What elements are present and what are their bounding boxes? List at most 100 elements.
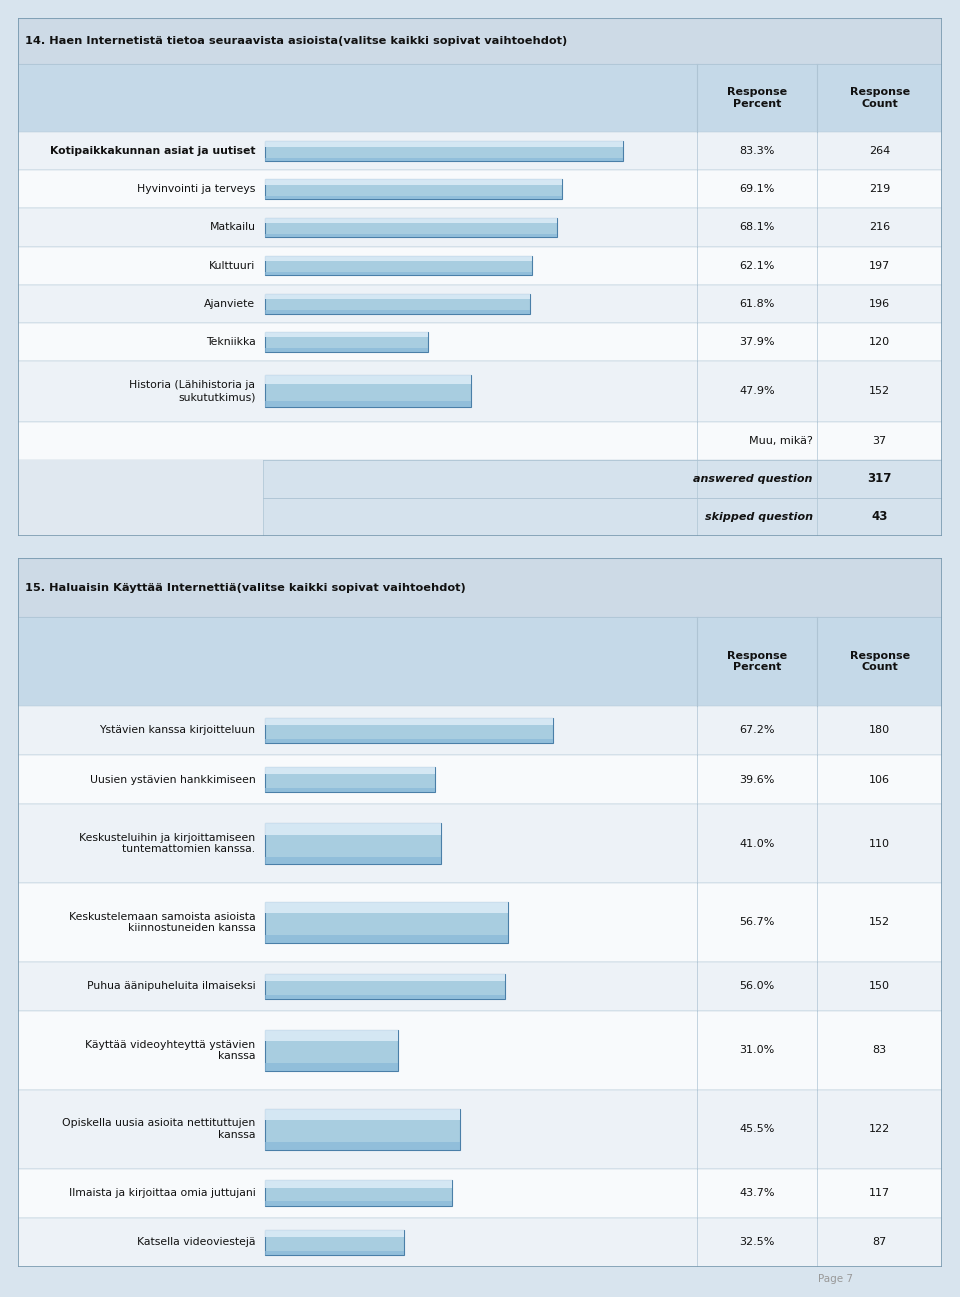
Bar: [18, 1169, 942, 1218]
Text: 317: 317: [868, 472, 892, 485]
Text: 180: 180: [869, 725, 890, 735]
Bar: [265, 935, 509, 943]
Bar: [265, 179, 562, 200]
Bar: [265, 401, 470, 407]
Bar: [265, 293, 530, 314]
Bar: [265, 256, 532, 261]
Text: 110: 110: [869, 839, 890, 848]
Text: 197: 197: [869, 261, 890, 271]
Text: Response
Count: Response Count: [850, 651, 910, 672]
Bar: [265, 196, 562, 200]
Bar: [265, 824, 441, 864]
Bar: [18, 1010, 942, 1089]
Bar: [265, 717, 553, 725]
Bar: [265, 293, 530, 300]
Text: 62.1%: 62.1%: [739, 261, 775, 271]
Bar: [265, 1180, 452, 1188]
Text: skipped question: skipped question: [705, 512, 813, 521]
Text: Response
Percent: Response Percent: [727, 87, 787, 109]
Bar: [18, 755, 942, 804]
Text: Ilmaista ja kirjoittaa omia juttujani: Ilmaista ja kirjoittaa omia juttujani: [69, 1188, 255, 1198]
Text: 196: 196: [869, 298, 890, 309]
Text: Historia (Lähihistoria ja
sukututkimus): Historia (Lähihistoria ja sukututkimus): [130, 380, 255, 402]
Text: 83.3%: 83.3%: [739, 147, 775, 157]
Bar: [265, 1030, 397, 1041]
Bar: [265, 995, 505, 999]
Bar: [18, 284, 942, 323]
Bar: [18, 804, 942, 883]
Text: Response
Count: Response Count: [850, 87, 910, 109]
Text: Ystävien kanssa kirjoitteluun: Ystävien kanssa kirjoitteluun: [100, 725, 255, 735]
Text: 264: 264: [869, 147, 890, 157]
Bar: [265, 310, 530, 314]
Text: 152: 152: [869, 387, 890, 397]
Bar: [265, 901, 509, 943]
Bar: [265, 1030, 397, 1071]
Text: Matkailu: Matkailu: [209, 223, 255, 232]
Text: 32.5%: 32.5%: [739, 1237, 775, 1248]
Text: 41.0%: 41.0%: [739, 839, 775, 848]
Bar: [18, 132, 942, 170]
Text: Uusien ystävien hankkimiseen: Uusien ystävien hankkimiseen: [89, 774, 255, 785]
Bar: [265, 1109, 460, 1149]
Text: Opiskella uusia asioita nettituttujen
kanssa: Opiskella uusia asioita nettituttujen ka…: [62, 1118, 255, 1140]
Text: 120: 120: [869, 337, 890, 346]
Bar: [265, 1064, 397, 1071]
Bar: [265, 348, 427, 351]
Bar: [18, 1089, 942, 1169]
Bar: [265, 256, 532, 275]
Bar: [265, 141, 623, 161]
Bar: [265, 1143, 460, 1149]
Bar: [265, 974, 505, 999]
Text: 47.9%: 47.9%: [739, 387, 775, 397]
Bar: [265, 1250, 404, 1255]
Text: 83: 83: [873, 1045, 887, 1056]
Text: 117: 117: [869, 1188, 890, 1198]
Bar: [18, 64, 942, 132]
Text: 15. Haluaisin Käyttää Internettiä(valitse kaikki sopivat vaihtoehdot): 15. Haluaisin Käyttää Internettiä(valits…: [25, 582, 467, 593]
Text: 68.1%: 68.1%: [739, 223, 775, 232]
Text: 61.8%: 61.8%: [739, 298, 775, 309]
Text: 122: 122: [869, 1124, 890, 1134]
Bar: [265, 901, 509, 913]
Text: Page 7: Page 7: [818, 1274, 852, 1284]
Bar: [265, 974, 505, 981]
Bar: [265, 717, 553, 743]
Bar: [265, 218, 558, 237]
Text: 106: 106: [869, 774, 890, 785]
Bar: [265, 141, 623, 147]
Bar: [265, 767, 435, 774]
Bar: [18, 323, 942, 361]
Bar: [18, 460, 942, 498]
Text: Response
Percent: Response Percent: [727, 651, 787, 672]
Bar: [18, 498, 263, 536]
Text: 14. Haen Internetistä tietoa seuraavista asioista(valitse kaikki sopivat vaihtoe: 14. Haen Internetistä tietoa seuraavista…: [25, 36, 567, 45]
Text: 43: 43: [872, 511, 888, 524]
Text: 39.6%: 39.6%: [739, 774, 775, 785]
Text: 219: 219: [869, 184, 890, 195]
Text: Tekniikka: Tekniikka: [205, 337, 255, 346]
Text: 67.2%: 67.2%: [739, 725, 775, 735]
Text: Keskustelemaan samoista asioista
kiinnostuneiden kanssa: Keskustelemaan samoista asioista kiinnos…: [69, 912, 255, 933]
Text: Katsella videoviestejä: Katsella videoviestejä: [137, 1237, 255, 1248]
Text: Kulttuuri: Kulttuuri: [209, 261, 255, 271]
Text: 150: 150: [869, 982, 890, 991]
Bar: [18, 498, 942, 536]
Bar: [265, 1180, 452, 1206]
Bar: [265, 1230, 404, 1237]
Text: Käyttää videoyhteyttä ystävien
kanssa: Käyttää videoyhteyttä ystävien kanssa: [85, 1040, 255, 1061]
Bar: [18, 209, 942, 246]
Text: 31.0%: 31.0%: [739, 1045, 775, 1056]
Text: 43.7%: 43.7%: [739, 1188, 775, 1198]
Bar: [265, 375, 470, 384]
Text: Kotipaikkakunnan asiat ja uutiset: Kotipaikkakunnan asiat ja uutiset: [50, 147, 255, 157]
Bar: [265, 857, 441, 864]
Text: 37.9%: 37.9%: [739, 337, 775, 346]
Text: answered question: answered question: [693, 473, 813, 484]
Bar: [265, 179, 562, 185]
Text: 56.0%: 56.0%: [739, 982, 775, 991]
Bar: [265, 233, 558, 237]
Bar: [18, 361, 942, 422]
Bar: [265, 787, 435, 792]
Bar: [265, 218, 558, 223]
